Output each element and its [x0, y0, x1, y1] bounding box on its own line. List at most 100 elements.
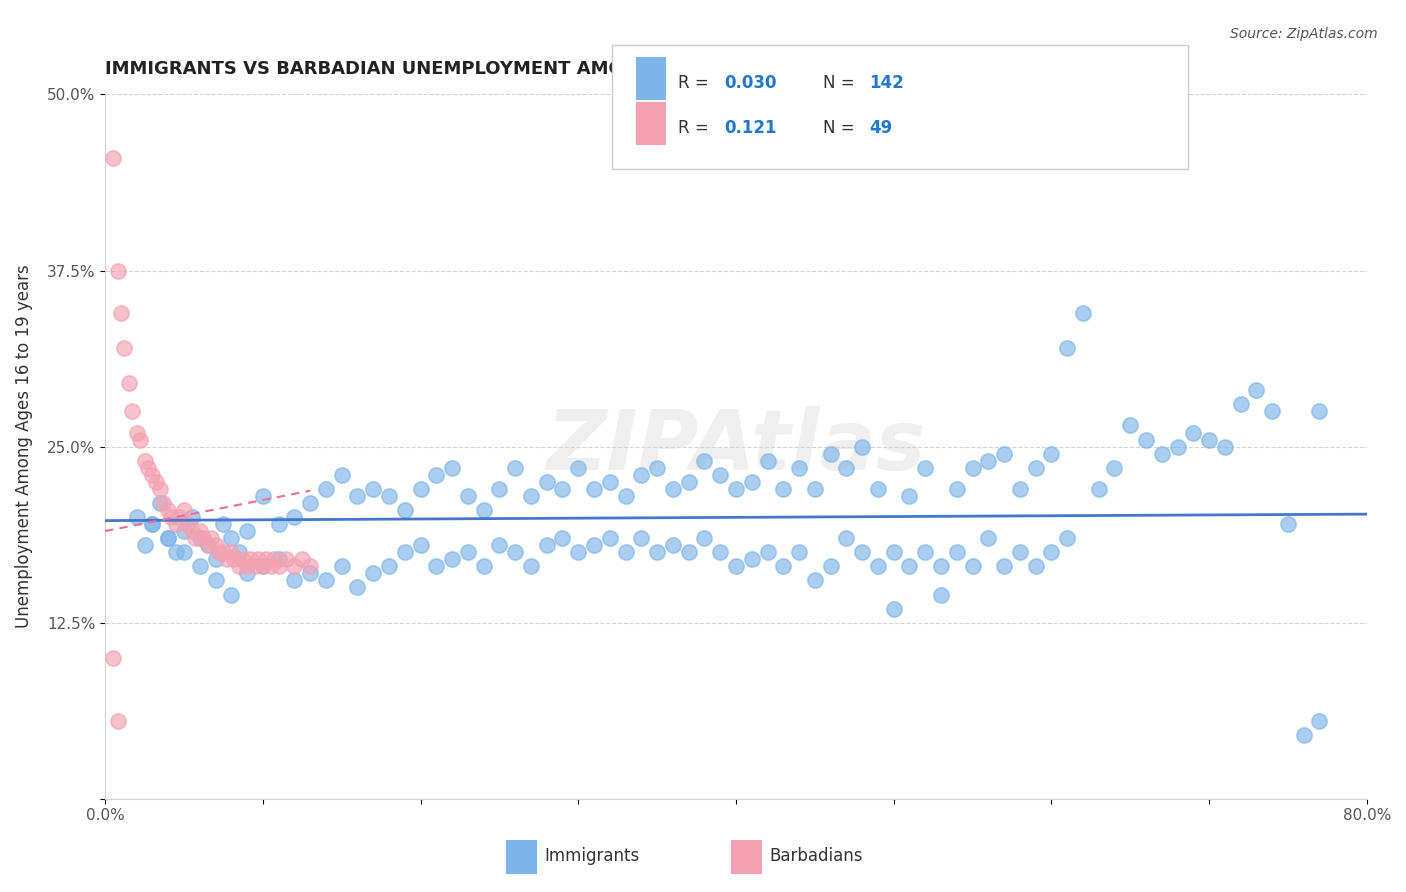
Point	[141, 517, 163, 532]
Point	[252, 559, 274, 574]
Point	[1229, 397, 1251, 411]
Point	[107, 263, 129, 277]
Point	[993, 447, 1015, 461]
Point	[724, 559, 747, 574]
Point	[1087, 482, 1109, 496]
Point	[1167, 440, 1189, 454]
Point	[662, 538, 685, 552]
Point	[134, 453, 156, 467]
Point	[125, 510, 148, 524]
Point	[741, 552, 763, 566]
Point	[425, 467, 447, 482]
Point	[756, 545, 779, 559]
Point	[1071, 306, 1094, 320]
Point	[180, 510, 202, 524]
Point	[851, 440, 873, 454]
Point	[184, 531, 207, 545]
Point	[1182, 425, 1205, 440]
Point	[149, 496, 172, 510]
Point	[224, 552, 246, 566]
Point	[551, 531, 574, 545]
Point	[1040, 545, 1063, 559]
Point	[215, 552, 238, 566]
Point	[741, 475, 763, 489]
Point	[866, 482, 889, 496]
Point	[787, 460, 810, 475]
Point	[1025, 460, 1047, 475]
Point	[772, 559, 794, 574]
Point	[330, 559, 353, 574]
Point	[219, 545, 242, 559]
Y-axis label: Unemployment Among Ages 16 to 19 years: Unemployment Among Ages 16 to 19 years	[15, 265, 32, 629]
Point	[614, 489, 637, 503]
Point	[883, 601, 905, 615]
Point	[191, 531, 214, 545]
Text: Source: ZipAtlas.com: Source: ZipAtlas.com	[1230, 27, 1378, 41]
Point	[472, 559, 495, 574]
Point	[208, 545, 231, 559]
Point	[945, 545, 967, 559]
Point	[125, 425, 148, 440]
Point	[1025, 559, 1047, 574]
Point	[299, 559, 322, 574]
Point	[599, 531, 621, 545]
Point	[536, 475, 558, 489]
Point	[503, 545, 526, 559]
Point	[267, 552, 290, 566]
Point	[962, 460, 984, 475]
Point	[787, 545, 810, 559]
Text: Barbadians: Barbadians	[769, 847, 863, 865]
Point	[409, 482, 432, 496]
Point	[141, 517, 163, 532]
Point	[520, 489, 543, 503]
Point	[630, 531, 652, 545]
Point	[315, 574, 337, 588]
Point	[188, 524, 211, 538]
Point	[394, 503, 416, 517]
Point	[1277, 517, 1299, 532]
Point	[200, 531, 222, 545]
Point	[149, 482, 172, 496]
Point	[1008, 482, 1031, 496]
Point	[582, 482, 605, 496]
Text: ZIPAtlas: ZIPAtlas	[547, 406, 925, 487]
Point	[883, 545, 905, 559]
Point	[180, 524, 202, 538]
Text: 142: 142	[869, 74, 904, 92]
Point	[1040, 447, 1063, 461]
Point	[283, 559, 305, 574]
Text: IMMIGRANTS VS BARBADIAN UNEMPLOYMENT AMONG AGES 16 TO 19 YEARS CORRELATION CHART: IMMIGRANTS VS BARBADIAN UNEMPLOYMENT AMO…	[105, 60, 1104, 78]
Point	[157, 531, 180, 545]
Point	[176, 517, 198, 532]
Point	[101, 651, 124, 665]
Point	[1056, 341, 1078, 355]
Point	[488, 482, 510, 496]
Point	[1213, 440, 1236, 454]
Point	[536, 538, 558, 552]
Text: R =: R =	[678, 74, 714, 92]
Point	[361, 482, 384, 496]
Point	[488, 538, 510, 552]
Point	[582, 538, 605, 552]
Point	[645, 460, 668, 475]
Point	[157, 531, 180, 545]
Point	[243, 559, 266, 574]
Point	[165, 517, 187, 532]
Point	[1008, 545, 1031, 559]
Point	[645, 545, 668, 559]
Point	[614, 545, 637, 559]
Point	[457, 545, 479, 559]
Point	[239, 552, 262, 566]
Text: R =: R =	[678, 119, 714, 136]
Point	[1261, 404, 1284, 418]
Point	[121, 404, 143, 418]
Point	[110, 306, 132, 320]
Point	[962, 559, 984, 574]
Point	[236, 566, 259, 581]
Point	[630, 467, 652, 482]
Point	[165, 545, 187, 559]
Point	[756, 453, 779, 467]
Point	[228, 559, 250, 574]
Point	[1150, 447, 1173, 461]
Point	[236, 559, 259, 574]
